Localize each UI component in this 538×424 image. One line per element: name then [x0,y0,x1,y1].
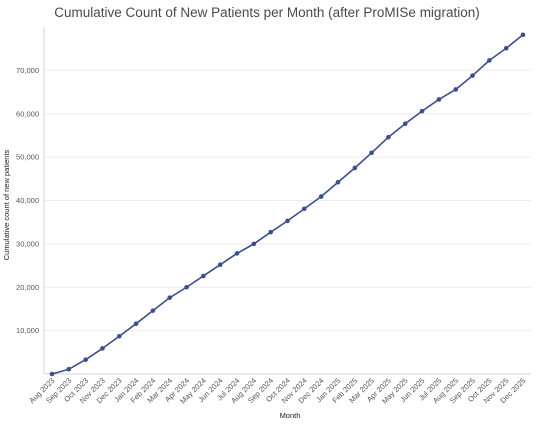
y-tick-label: 10,000 [16,326,39,335]
data-point [116,333,122,339]
data-point [150,308,156,313]
data-point [402,121,408,127]
data-point [419,108,425,114]
series-line [51,34,524,375]
data-point [100,346,105,351]
data-point [487,58,492,63]
data-point [318,194,324,199]
data-point [133,321,139,326]
data-point [285,218,290,224]
data-point [184,284,189,290]
y-tick-label: 70,000 [16,66,39,75]
y-tick-label: 50,000 [16,153,39,162]
data-point [302,206,307,212]
data-point [520,32,526,38]
data-point [386,134,391,140]
data-point [66,366,72,372]
gridlines [44,69,531,332]
series-1 [49,32,526,377]
data-point [217,262,223,267]
data-point [436,97,442,102]
y-tick-label: 40,000 [16,196,39,205]
chart-title: Cumulative Count of New Patients per Mon… [54,5,479,20]
data-point [352,165,358,171]
data-point [201,273,206,279]
data-point [268,229,273,235]
y-axis-title: Cumulative count of new patients [2,150,11,261]
data-point [49,371,55,377]
data-point [167,295,173,300]
data-point [503,45,509,51]
data-point [251,241,257,247]
x-axis-title: Month [280,411,301,420]
y-tick-label: 30,000 [16,239,39,248]
y-axis-ticks: 10,000 20,000 30,000 40,000 50,000 60,000 70,0… [16,66,39,335]
data-point [369,150,374,156]
y-tick-label: 60,000 [16,109,39,118]
data-point [453,87,459,92]
data-point [335,179,341,185]
y-tick-label: 20,000 [16,283,39,292]
data-point [470,73,475,78]
data-point [234,251,240,256]
data-point [83,357,88,362]
